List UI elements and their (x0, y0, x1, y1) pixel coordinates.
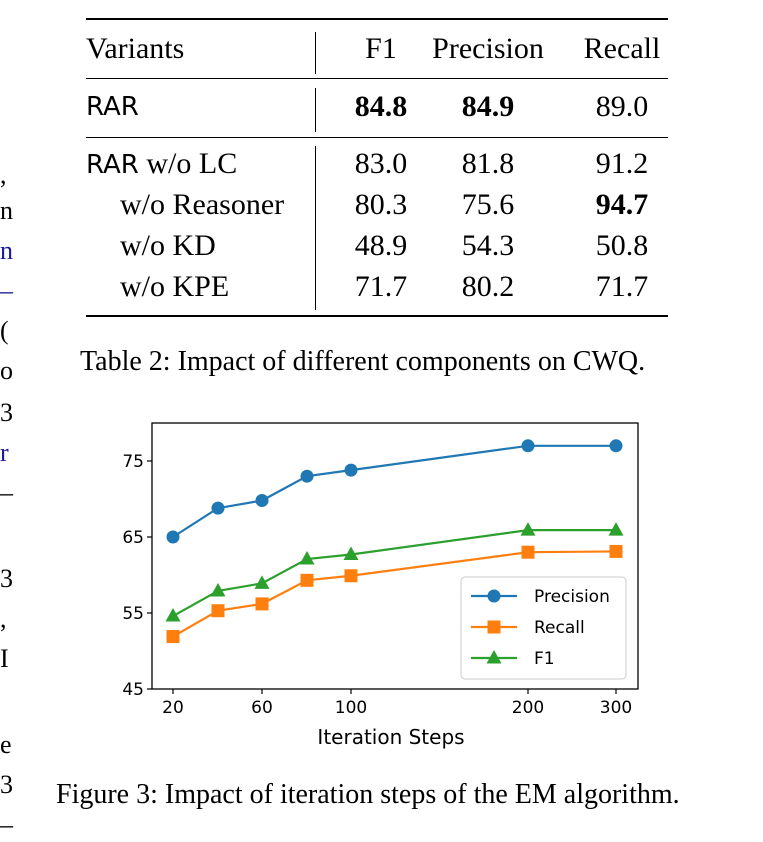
row-f1: 48.9 (354, 229, 408, 262)
series-recall (166, 544, 623, 644)
margin-fragment: – (0, 478, 13, 507)
table-divider (315, 146, 316, 310)
row-precision: 54.3 (461, 229, 515, 262)
row-f1: 84.8 (354, 90, 408, 123)
row-variant: w/o Reasoner (120, 188, 285, 221)
data-point (486, 650, 502, 664)
margin-fragment: I (0, 644, 9, 673)
row-f1: 83.0 (354, 147, 408, 180)
data-point (609, 544, 623, 558)
table-bottom-rule (86, 315, 668, 317)
row-recall: 91.2 (595, 147, 649, 180)
row-variant: RAR w/o LC (86, 149, 237, 179)
legend-label: Recall (534, 618, 585, 638)
table-divider (315, 32, 316, 74)
table-top-rule (86, 18, 668, 20)
wo-lc-suffix: w/o LC (138, 147, 238, 180)
margin-fragment: ( (0, 316, 9, 345)
x-tick-label: 60 (251, 698, 273, 718)
data-point (254, 575, 270, 589)
data-point (520, 522, 536, 536)
x-tick-label: 20 (162, 698, 184, 718)
data-point (608, 522, 624, 536)
plot-frame (151, 422, 639, 690)
header-variants: Variants (86, 32, 185, 65)
legend-label: F1 (534, 649, 555, 669)
margin-fragment: , (0, 160, 7, 189)
data-point (166, 630, 180, 644)
margin-fragment: 3 (0, 770, 13, 799)
data-point (300, 573, 314, 587)
table-mid-rule (86, 137, 668, 138)
data-point (487, 620, 501, 634)
row-recall: 50.8 (595, 229, 649, 262)
legend-label: Precision (534, 587, 610, 607)
y-tick-label: 55 (122, 604, 144, 624)
series-line (172, 444, 616, 538)
margin-fragment: n (0, 236, 13, 265)
x-tick-label: 300 (600, 698, 632, 718)
data-point (487, 589, 501, 603)
legend-entry: Recall (471, 618, 585, 638)
margin-fragment: 3 (0, 398, 13, 427)
series-precision (166, 439, 623, 544)
y-tick-label: 75 (122, 452, 144, 472)
data-point (609, 439, 623, 453)
data-point (255, 597, 269, 611)
margin-fragment: n (0, 196, 13, 225)
margin-fragment: r (0, 438, 9, 467)
row-precision: 75.6 (461, 188, 515, 221)
figure-caption: Figure 3: Impact of iteration steps of t… (56, 779, 680, 810)
table-caption: Table 2: Impact of different components … (80, 346, 646, 377)
margin-fragment: 3 (0, 564, 13, 593)
margin-fragment: o (0, 356, 13, 385)
legend-box (460, 576, 627, 680)
legend-entry: Precision (471, 587, 610, 607)
row-recall: 89.0 (595, 90, 649, 123)
data-point (255, 494, 269, 508)
data-point (210, 582, 226, 597)
header-precision: Precision (432, 32, 544, 65)
table-header-rule (86, 78, 668, 79)
iteration-steps-chart: 45 55 65 75 20 60 100 200 300 Iteration Steps Pre… (122, 422, 639, 749)
header-f1: F1 (365, 32, 397, 65)
row-variant: w/o KD (120, 229, 216, 262)
margin-fragment: e (0, 730, 12, 759)
data-point (165, 608, 181, 622)
header-recall: Recall (583, 32, 661, 65)
row-recall: 71.7 (595, 270, 649, 303)
data-point (344, 569, 358, 583)
row-f1: 80.3 (354, 188, 408, 221)
data-point (211, 604, 225, 618)
row-variant: w/o KPE (120, 270, 230, 303)
legend-entry: F1 (471, 649, 555, 669)
data-point (299, 551, 315, 565)
margin-fragment: , (0, 604, 7, 633)
data-point (521, 545, 535, 559)
row-precision: 81.8 (461, 147, 515, 180)
data-point (300, 469, 314, 483)
row-precision: 80.2 (461, 270, 515, 303)
data-point (211, 501, 225, 515)
x-tick-label: 200 (512, 698, 544, 718)
data-point (344, 463, 358, 477)
x-tick-label: 100 (335, 698, 367, 718)
rar-prefix: RAR (86, 150, 139, 180)
data-point (166, 530, 180, 544)
table-divider (315, 88, 316, 132)
y-tick-label: 45 (122, 680, 144, 700)
series-f1 (165, 522, 624, 622)
x-axis-label: Iteration Steps (317, 725, 464, 749)
row-variant: RAR (86, 92, 139, 122)
data-point (343, 546, 359, 560)
row-f1: 71.7 (354, 270, 408, 303)
data-point (521, 439, 535, 453)
row-recall: 94.7 (595, 188, 649, 221)
y-tick-label: 65 (122, 528, 144, 548)
margin-fragment: – (0, 810, 13, 839)
row-precision: 84.9 (461, 90, 515, 123)
margin-fragment: – (0, 276, 13, 305)
